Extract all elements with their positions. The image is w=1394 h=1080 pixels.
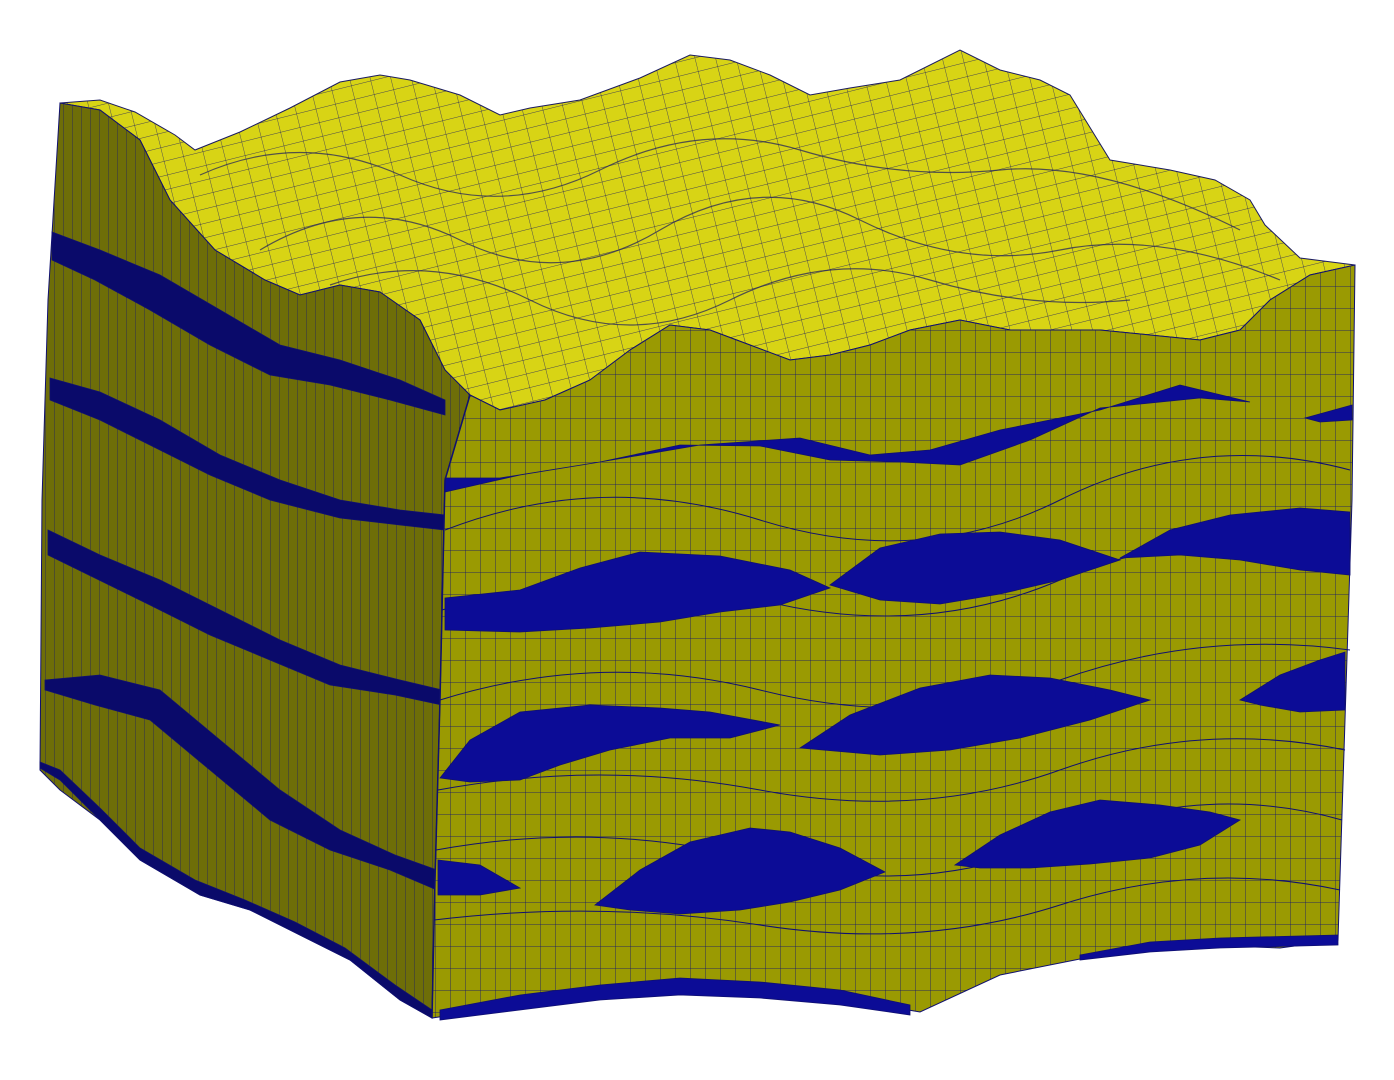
top-surface-grid	[60, 50, 1355, 410]
block-corner-edge	[431, 394, 471, 1019]
front-lenses	[437, 384, 1353, 1021]
left-side-grid	[40, 103, 470, 1018]
top-surface-ridges	[199, 138, 1281, 326]
